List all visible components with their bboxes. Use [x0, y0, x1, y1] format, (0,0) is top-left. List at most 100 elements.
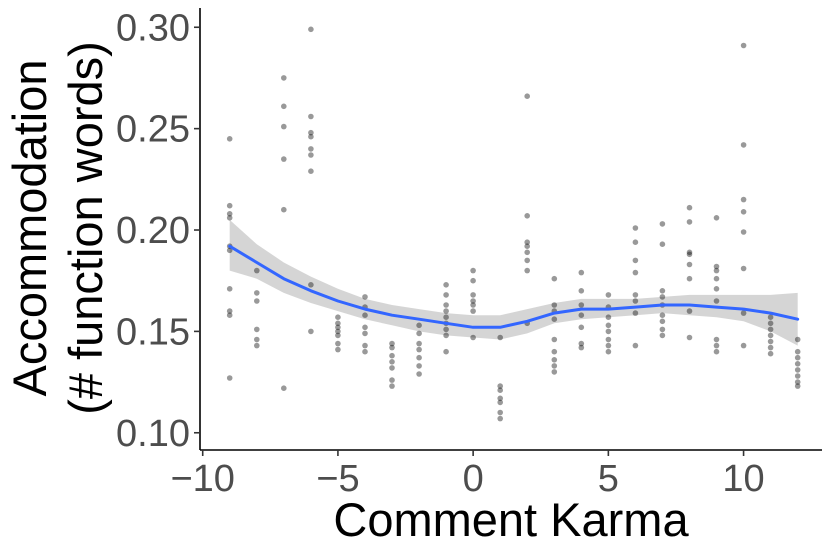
data-point [497, 409, 504, 416]
data-point [659, 318, 666, 325]
data-point [335, 346, 341, 353]
data-point [389, 359, 395, 365]
data-point [443, 308, 449, 314]
data-point [740, 209, 747, 215]
axes [199, 8, 822, 451]
data-point [632, 225, 639, 231]
data-point [713, 275, 720, 282]
data-point [443, 282, 449, 288]
x-tick-label: −10 [170, 458, 234, 500]
data-point [524, 249, 530, 256]
data-point [226, 211, 233, 217]
data-point [605, 322, 612, 329]
data-point [767, 314, 774, 321]
data-point [740, 142, 747, 148]
data-point [578, 324, 585, 331]
data-point [794, 361, 801, 367]
data-point [443, 348, 449, 355]
data-point [605, 292, 612, 298]
data-point [335, 328, 341, 335]
x-tick-label: 0 [463, 458, 484, 500]
data-point [578, 340, 585, 347]
data-point [686, 308, 693, 314]
data-point [740, 229, 747, 235]
data-point [524, 243, 530, 249]
data-point [253, 298, 260, 304]
data-point [794, 367, 801, 373]
data-point [767, 320, 774, 327]
data-point [389, 340, 395, 347]
data-point [659, 312, 666, 319]
data-point [551, 369, 558, 375]
data-point [389, 344, 395, 351]
data-point [226, 215, 233, 221]
data-point [470, 298, 476, 304]
data-point [416, 346, 422, 353]
data-point [551, 336, 558, 343]
data-point [686, 204, 693, 211]
data-point [740, 42, 747, 49]
data-point [308, 113, 314, 120]
data-point [335, 324, 341, 331]
data-point [605, 314, 612, 321]
data-point [740, 342, 747, 349]
data-point [524, 239, 530, 245]
data-point [578, 312, 585, 319]
x-axis-title: Comment Karma [333, 493, 689, 546]
data-point [281, 156, 287, 162]
data-point [551, 316, 558, 323]
data-point [524, 93, 530, 99]
data-point [308, 129, 314, 136]
data-point [308, 328, 314, 335]
data-point [794, 348, 801, 355]
data-point [416, 340, 422, 347]
data-point [632, 269, 639, 276]
data-point [281, 123, 287, 130]
data-point [767, 338, 774, 345]
data-point [253, 326, 260, 333]
data-point [497, 399, 504, 406]
data-point [794, 354, 801, 361]
y-tick-label: 0.20 [116, 210, 190, 252]
data-point [281, 385, 287, 392]
data-point [713, 286, 720, 292]
data-point [470, 292, 476, 298]
data-point [659, 221, 666, 227]
data-point [659, 241, 666, 247]
data-point [794, 383, 801, 389]
data-point [767, 350, 774, 357]
data-point [416, 371, 422, 377]
data-point [362, 342, 368, 349]
data-point [470, 334, 476, 341]
data-point [226, 286, 233, 292]
data-point [308, 133, 314, 140]
data-point [713, 298, 720, 304]
data-point [335, 320, 341, 327]
data-point [308, 26, 314, 33]
data-point [578, 269, 585, 276]
smooth-line-layer [228, 244, 800, 329]
data-point [659, 294, 666, 300]
data-point [497, 383, 504, 389]
y-axis-title-line-1: Accommodation [3, 60, 56, 397]
data-point [632, 342, 639, 349]
data-point [335, 314, 341, 321]
data-point [226, 308, 233, 314]
data-point [335, 340, 341, 347]
data-point [497, 387, 504, 394]
data-point [632, 257, 639, 264]
data-point [524, 267, 530, 274]
data-point [443, 292, 449, 298]
data-point [253, 342, 260, 349]
data-point [308, 168, 314, 174]
data-point [389, 365, 395, 371]
data-point [686, 275, 693, 282]
data-point [632, 298, 639, 304]
data-point [686, 261, 693, 268]
data-point [470, 277, 476, 284]
data-point [551, 348, 558, 355]
data-point [416, 330, 422, 337]
data-point [497, 334, 504, 341]
data-point [767, 332, 774, 339]
